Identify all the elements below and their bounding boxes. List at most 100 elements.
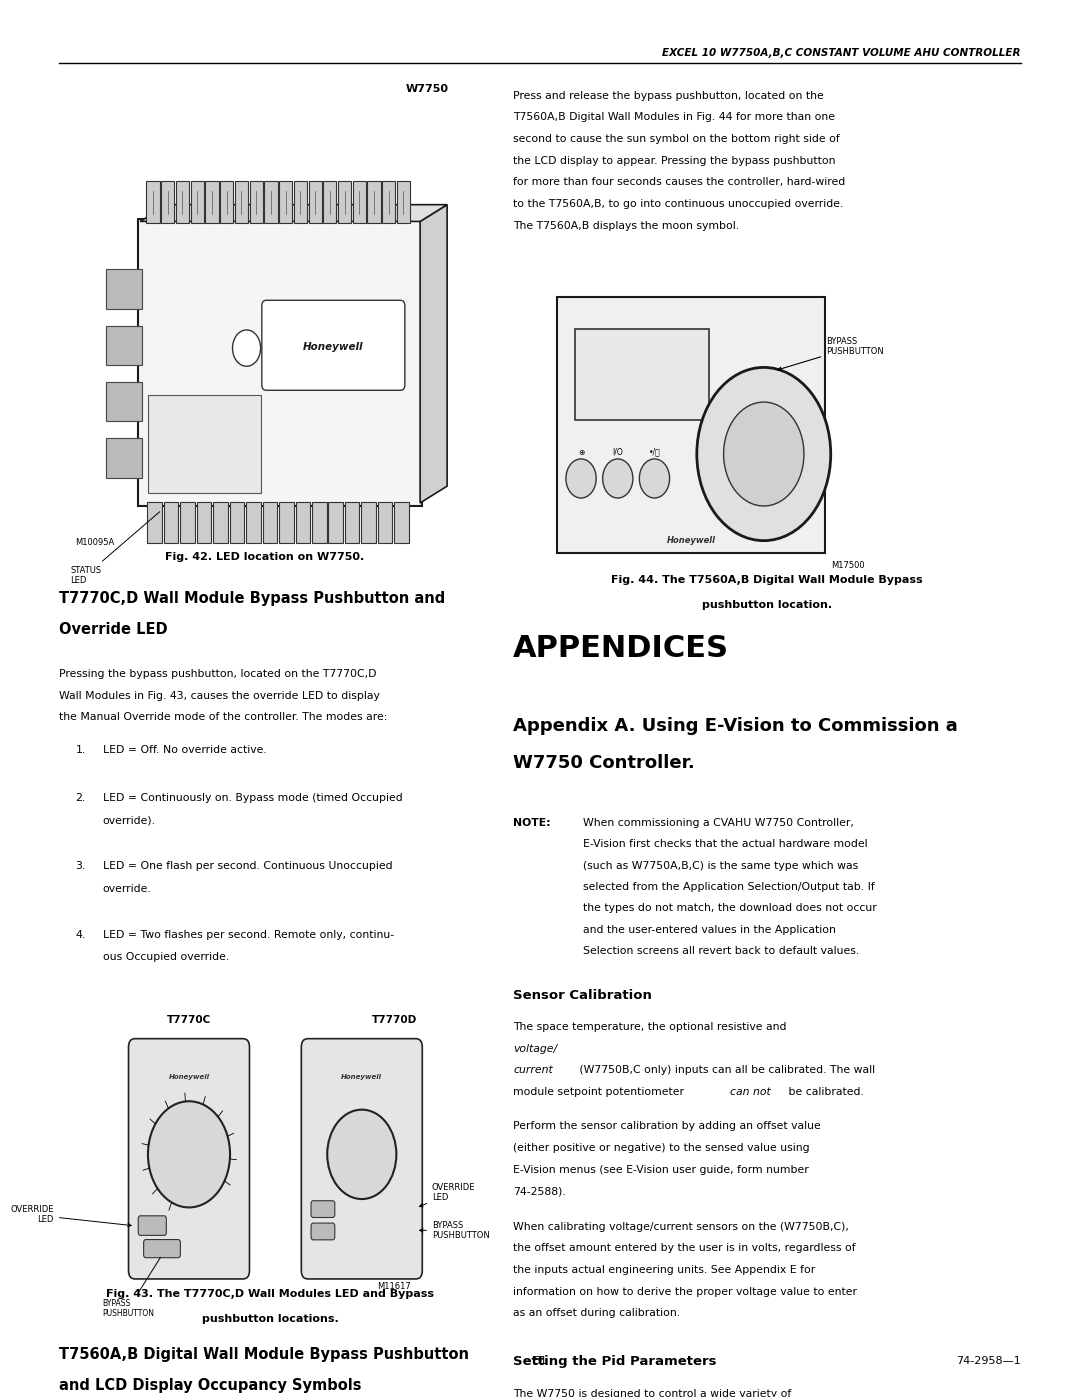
Text: 3.: 3. xyxy=(76,862,85,872)
Text: T7770C,D Wall Module Bypass Pushbutton and: T7770C,D Wall Module Bypass Pushbutton a… xyxy=(59,591,446,606)
FancyBboxPatch shape xyxy=(397,180,410,224)
Text: 74-2588).: 74-2588). xyxy=(513,1186,566,1196)
Text: can not: can not xyxy=(730,1087,771,1097)
FancyBboxPatch shape xyxy=(220,180,233,224)
FancyBboxPatch shape xyxy=(378,502,392,543)
FancyBboxPatch shape xyxy=(328,502,343,543)
FancyBboxPatch shape xyxy=(362,502,376,543)
FancyBboxPatch shape xyxy=(557,298,825,552)
FancyBboxPatch shape xyxy=(191,180,204,224)
Text: voltage/: voltage/ xyxy=(513,1044,557,1053)
Text: M17500: M17500 xyxy=(832,560,865,570)
FancyBboxPatch shape xyxy=(161,180,174,224)
Circle shape xyxy=(639,458,670,497)
Text: second to cause the sun symbol on the bottom right side of: second to cause the sun symbol on the bo… xyxy=(513,134,840,144)
FancyBboxPatch shape xyxy=(262,502,278,543)
Text: APPENDICES: APPENDICES xyxy=(513,634,729,662)
Text: LED = One flash per second. Continuous Unoccupied: LED = One flash per second. Continuous U… xyxy=(103,862,392,872)
FancyBboxPatch shape xyxy=(213,502,228,543)
Text: The space temperature, the optional resistive and: The space temperature, the optional resi… xyxy=(513,1023,789,1032)
FancyBboxPatch shape xyxy=(230,502,244,543)
Bar xyxy=(575,330,710,419)
FancyBboxPatch shape xyxy=(279,180,293,224)
Text: I/O: I/O xyxy=(612,447,623,457)
FancyBboxPatch shape xyxy=(294,180,307,224)
Text: Setting the Pid Parameters: Setting the Pid Parameters xyxy=(513,1355,716,1368)
FancyBboxPatch shape xyxy=(197,502,212,543)
Polygon shape xyxy=(420,204,447,503)
Text: 2.: 2. xyxy=(76,793,85,803)
FancyBboxPatch shape xyxy=(323,180,337,224)
Circle shape xyxy=(327,1109,396,1199)
Text: EXCEL 10 W7750A,B,C CONSTANT VOLUME AHU CONTROLLER: EXCEL 10 W7750A,B,C CONSTANT VOLUME AHU … xyxy=(662,47,1021,59)
FancyBboxPatch shape xyxy=(338,180,351,224)
FancyBboxPatch shape xyxy=(144,1239,180,1257)
FancyBboxPatch shape xyxy=(311,1201,335,1218)
FancyBboxPatch shape xyxy=(106,439,143,478)
FancyBboxPatch shape xyxy=(164,502,178,543)
Text: override).: override). xyxy=(103,816,156,826)
Text: NOTE:: NOTE: xyxy=(513,819,551,828)
Text: 74-2958—1: 74-2958—1 xyxy=(956,1356,1021,1366)
Circle shape xyxy=(232,330,260,366)
Text: E-Vision menus (see E-Vision user guide, form number: E-Vision menus (see E-Vision user guide,… xyxy=(513,1165,809,1175)
Text: •/⦿: •/⦿ xyxy=(649,447,660,457)
FancyBboxPatch shape xyxy=(138,218,422,506)
Text: Honeywell: Honeywell xyxy=(303,342,364,352)
FancyBboxPatch shape xyxy=(246,502,260,543)
Text: Appendix A. Using E-Vision to Commission a: Appendix A. Using E-Vision to Commission… xyxy=(513,718,958,735)
Text: BYPASS
PUSHBUTTON: BYPASS PUSHBUTTON xyxy=(778,337,883,370)
Text: Honeywell: Honeywell xyxy=(168,1074,210,1080)
Text: Selection screens all revert back to default values.: Selection screens all revert back to def… xyxy=(583,946,860,956)
Text: Honeywell: Honeywell xyxy=(666,535,716,545)
Text: T7560A,B Digital Wall Module Bypass Pushbutton: T7560A,B Digital Wall Module Bypass Push… xyxy=(59,1348,470,1362)
Text: ⊕: ⊕ xyxy=(578,447,584,457)
FancyBboxPatch shape xyxy=(138,1215,166,1235)
FancyBboxPatch shape xyxy=(382,180,395,224)
FancyBboxPatch shape xyxy=(148,395,260,493)
Text: STATUS
LED: STATUS LED xyxy=(70,511,160,585)
Text: When calibrating voltage/current sensors on the (W7750B,C),: When calibrating voltage/current sensors… xyxy=(513,1222,849,1232)
FancyBboxPatch shape xyxy=(394,502,409,543)
Text: E-Vision first checks that the actual hardware model: E-Vision first checks that the actual ha… xyxy=(583,840,868,849)
Text: Fig. 42. LED location on W7750.: Fig. 42. LED location on W7750. xyxy=(165,552,364,562)
Text: 4.: 4. xyxy=(76,930,85,940)
FancyBboxPatch shape xyxy=(176,180,189,224)
Text: OVERRIDE
LED: OVERRIDE LED xyxy=(11,1206,131,1227)
FancyBboxPatch shape xyxy=(265,180,278,224)
Text: 1.: 1. xyxy=(76,746,85,756)
FancyBboxPatch shape xyxy=(301,1039,422,1280)
Text: Press and release the bypass pushbutton, located on the: Press and release the bypass pushbutton,… xyxy=(513,91,824,101)
FancyBboxPatch shape xyxy=(106,270,143,309)
Text: the Manual Override mode of the controller. The modes are:: the Manual Override mode of the controll… xyxy=(59,712,388,722)
Text: the inputs actual engineering units. See Appendix E for: the inputs actual engineering units. See… xyxy=(513,1266,815,1275)
Text: (such as W7750A,B,C) is the same type which was: (such as W7750A,B,C) is the same type wh… xyxy=(583,861,859,870)
Text: Perform the sensor calibration by adding an offset value: Perform the sensor calibration by adding… xyxy=(513,1122,821,1132)
Text: current: current xyxy=(513,1066,553,1076)
Text: M10095A: M10095A xyxy=(76,538,114,546)
Text: selected from the Application Selection/Output tab. If: selected from the Application Selection/… xyxy=(583,882,875,893)
Text: W7750: W7750 xyxy=(405,84,448,94)
Text: When commissioning a CVAHU W7750 Controller,: When commissioning a CVAHU W7750 Control… xyxy=(583,819,854,828)
Text: LED = Off. No override active.: LED = Off. No override active. xyxy=(103,746,267,756)
FancyBboxPatch shape xyxy=(129,1039,249,1280)
FancyBboxPatch shape xyxy=(205,180,218,224)
Text: Override LED: Override LED xyxy=(59,622,168,637)
Text: OVERRIDE
LED: OVERRIDE LED xyxy=(419,1183,475,1207)
FancyBboxPatch shape xyxy=(279,502,294,543)
Text: (W7750B,C only) inputs can all be calibrated. The wall: (W7750B,C only) inputs can all be calibr… xyxy=(576,1066,875,1076)
Circle shape xyxy=(603,458,633,497)
FancyBboxPatch shape xyxy=(312,502,326,543)
Text: T7770D: T7770D xyxy=(372,1016,417,1025)
Text: be calibrated.: be calibrated. xyxy=(785,1087,864,1097)
Text: Fig. 44. The T7560A,B Digital Wall Module Bypass: Fig. 44. The T7560A,B Digital Wall Modul… xyxy=(611,576,922,585)
FancyBboxPatch shape xyxy=(311,1224,335,1241)
Text: T7560A,B Digital Wall Modules in Fig. 44 for more than one: T7560A,B Digital Wall Modules in Fig. 44… xyxy=(513,113,835,123)
FancyBboxPatch shape xyxy=(147,180,160,224)
FancyBboxPatch shape xyxy=(106,381,143,422)
Text: BYPASS
PUSHBUTTON: BYPASS PUSHBUTTON xyxy=(103,1257,161,1317)
Text: Wall Modules in Fig. 43, causes the override LED to display: Wall Modules in Fig. 43, causes the over… xyxy=(59,692,380,701)
Text: LED = Continuously on. Bypass mode (timed Occupied: LED = Continuously on. Bypass mode (time… xyxy=(103,793,403,803)
Text: M11617: M11617 xyxy=(377,1282,411,1291)
FancyBboxPatch shape xyxy=(106,326,143,365)
